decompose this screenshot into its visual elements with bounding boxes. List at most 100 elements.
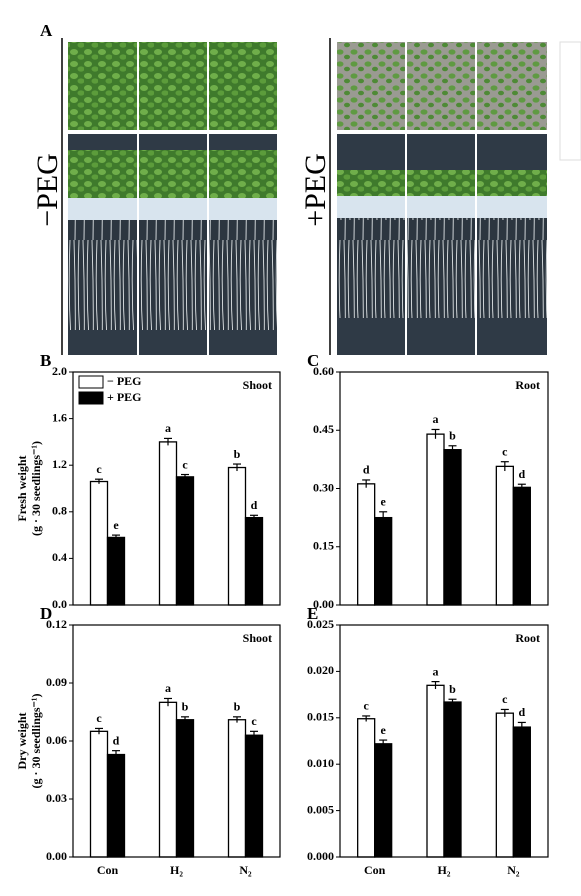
y-tick-label: 1.2: [52, 457, 67, 471]
significance-letter: d: [363, 463, 370, 477]
plot-frame: [72, 624, 281, 858]
significance-letter: c: [96, 462, 102, 476]
y-tick-label: 0.020: [307, 663, 334, 677]
panel-label: E: [307, 604, 318, 623]
panel-annotation: Shoot: [243, 378, 272, 392]
significance-letter: a: [165, 681, 171, 695]
y-tick-label: 0.12: [46, 617, 67, 631]
y-axis-label: (g · 30 seedlings⁻¹): [29, 694, 43, 789]
bar: [495, 712, 514, 858]
photo-panel: A −PEG +PEG: [31, 21, 581, 355]
significance-letter: c: [364, 699, 370, 713]
bar: [158, 701, 178, 858]
bar: [357, 483, 376, 606]
bar: [495, 465, 514, 606]
x-tick-label: N₂: [239, 863, 252, 877]
y-tick-label: 0.09: [46, 675, 67, 689]
y-tick-label: 0.00: [46, 849, 67, 863]
y-tick-label: 0.06: [46, 733, 67, 747]
significance-letter: e: [113, 518, 119, 532]
y-tick-label: 0.000: [307, 849, 334, 863]
bar: [512, 486, 531, 606]
plot-frame: [339, 371, 549, 606]
significance-letter: d: [251, 498, 258, 512]
bar: [244, 734, 264, 858]
y-tick-label: 2.0: [52, 364, 67, 378]
bar: [106, 536, 126, 606]
legend-label: + PEG: [107, 390, 142, 404]
significance-letter: e: [381, 495, 387, 509]
y-tick-label: 0.015: [307, 710, 334, 724]
legend-swatch: [78, 391, 104, 405]
significance-letter: c: [96, 711, 102, 725]
bar: [357, 718, 376, 858]
bar: [227, 719, 247, 858]
y-tick-label: 0.8: [52, 504, 67, 518]
bar: [426, 684, 445, 858]
bar: [89, 730, 109, 858]
significance-letter: c: [251, 714, 257, 728]
y-tick-label: 0.60: [313, 364, 334, 378]
panel-label: D: [40, 604, 52, 623]
significance-letter: b: [449, 682, 456, 696]
condition-label: −PEG: [31, 153, 64, 227]
panel-annotation: Root: [515, 631, 540, 645]
significance-letter: b: [234, 700, 241, 714]
bar: [426, 433, 445, 606]
significance-letter: c: [182, 457, 188, 471]
legend-label: − PEG: [107, 374, 142, 388]
significance-letter: e: [381, 723, 387, 737]
bar: [106, 753, 126, 858]
y-tick-label: 0.005: [307, 802, 334, 816]
y-tick-label: 0.010: [307, 756, 334, 770]
y-tick-label: 0.03: [46, 791, 67, 805]
y-tick-label: 0.45: [313, 422, 334, 436]
y-tick-label: 0.15: [313, 539, 334, 553]
y-axis-label: (g · 30 seedlings⁻¹): [29, 441, 43, 536]
y-axis-label: Dry weight: [15, 713, 29, 770]
bar: [244, 516, 264, 606]
significance-letter: b: [234, 447, 241, 461]
bar: [175, 476, 195, 606]
significance-letter: c: [502, 692, 508, 706]
y-tick-label: 0.0: [52, 597, 67, 611]
plot-frame: [72, 371, 281, 606]
bar: [374, 743, 393, 858]
y-tick-label: 0.025: [307, 617, 334, 631]
y-tick-label: 0.00: [313, 597, 334, 611]
bar: [175, 719, 195, 858]
panel-annotation: Root: [515, 378, 540, 392]
significance-letter: a: [433, 412, 439, 426]
bar: [89, 480, 109, 606]
bar: [374, 516, 393, 606]
y-tick-label: 1.6: [52, 410, 67, 424]
x-tick-label: Con: [97, 863, 119, 877]
condition-label: +PEG: [299, 153, 332, 227]
bar: [443, 701, 462, 858]
panel-label: B: [40, 351, 51, 370]
bar: [443, 449, 462, 606]
bar: [158, 441, 178, 606]
bar: [512, 726, 531, 858]
y-tick-label: 0.30: [313, 480, 334, 494]
significance-letter: c: [502, 444, 508, 458]
legend-swatch: [78, 375, 104, 389]
x-tick-label: Con: [364, 863, 386, 877]
significance-letter: a: [433, 664, 439, 678]
x-tick-label: N₂: [507, 863, 520, 877]
panel-annotation: Shoot: [243, 631, 272, 645]
x-tick-label: H₂: [438, 863, 451, 877]
significance-letter: d: [518, 705, 525, 719]
significance-letter: a: [165, 421, 171, 435]
y-axis-label: Fresh weight: [15, 455, 29, 521]
significance-letter: d: [518, 467, 525, 481]
x-tick-label: H₂: [170, 863, 183, 877]
significance-letter: b: [449, 429, 456, 443]
bar: [227, 466, 247, 606]
plot-frame: [339, 624, 549, 858]
significance-letter: d: [113, 733, 120, 747]
panel-label: C: [307, 351, 319, 370]
y-tick-label: 0.4: [52, 550, 67, 564]
significance-letter: b: [182, 700, 189, 714]
